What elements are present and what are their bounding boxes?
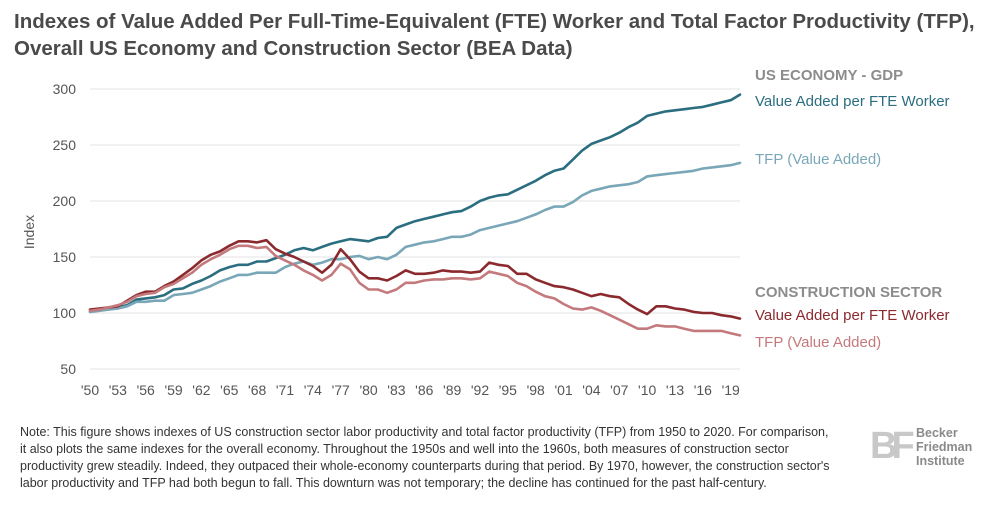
y-tick-label: 100 [53, 305, 77, 321]
x-tick-label: '13 [666, 382, 684, 398]
legend-us-tfp: TFP (Value Added) [755, 151, 881, 168]
y-tick-label: 50 [60, 361, 76, 377]
bfi-logo: BF Becker Friedman Institute [870, 424, 990, 468]
x-tick-label: '98 [527, 382, 545, 398]
x-tick-label: '56 [137, 382, 155, 398]
y-tick-label: 200 [53, 193, 77, 209]
x-tick-label: '62 [192, 382, 210, 398]
x-tick-label: '74 [304, 382, 322, 398]
x-tick-label: '65 [220, 382, 238, 398]
x-tick-label: '77 [332, 382, 350, 398]
legend-con-tfp: TFP (Value Added) [755, 334, 881, 351]
series-line-us_tfp [88, 161, 742, 314]
x-tick-label: '19 [722, 382, 740, 398]
x-tick-label: '80 [359, 382, 377, 398]
x-tick-label: '53 [109, 382, 127, 398]
x-tick-label: '07 [610, 382, 628, 398]
grid-lines [90, 88, 740, 370]
y-tick-label: 250 [53, 137, 77, 153]
x-tick-label: '89 [443, 382, 461, 398]
series-line-us_va [88, 93, 742, 314]
x-tick-label: '95 [499, 382, 517, 398]
x-tick-label: '04 [582, 382, 600, 398]
x-tick-label: '86 [415, 382, 433, 398]
x-axis-ticks: '50 '53 '56 '59 '62 '65 '68 '71 '74 '77 '80 '83 '86 '… [81, 382, 740, 398]
x-tick-label: '10 [638, 382, 656, 398]
bfi-logo-text: Becker Friedman Institute [916, 426, 972, 468]
bfi-logo-mark: BF [870, 425, 915, 467]
bfi-logo-line-1: Becker [916, 426, 958, 440]
x-tick-label: '50 [81, 382, 99, 398]
legend-con-va: Value Added per FTE Worker [755, 307, 950, 324]
bfi-logo-line-3: Institute [916, 454, 965, 468]
y-axis-label: Index [21, 215, 37, 249]
x-tick-label: '01 [554, 382, 572, 398]
y-tick-label: 150 [53, 249, 77, 265]
legend: US ECONOMY - GDP Value Added per FTE Wor… [755, 67, 950, 351]
legend-us-va: Value Added per FTE Worker [755, 93, 950, 110]
x-tick-label: '68 [248, 382, 266, 398]
x-tick-label: '71 [276, 382, 294, 398]
bfi-logo-line-2: Friedman [916, 440, 973, 454]
chart-note: Note: This figure shows indexes of US co… [20, 425, 830, 490]
series-line-con_va [88, 238, 742, 320]
x-tick-label: '59 [164, 382, 182, 398]
x-tick-label: '16 [694, 382, 712, 398]
chart-title: Indexes of Value Added Per Full-Time-Equ… [14, 10, 975, 60]
legend-group-us: US ECONOMY - GDP [755, 67, 903, 84]
series-lines [88, 93, 742, 337]
y-tick-label: 300 [53, 81, 77, 97]
series-line-con_tfp [88, 244, 742, 337]
x-tick-label: '83 [387, 382, 405, 398]
legend-group-construction: CONSTRUCTION SECTOR [755, 284, 942, 301]
x-tick-label: '92 [471, 382, 489, 398]
y-axis-ticks: 50 100 150 200 250 300 [53, 81, 77, 377]
